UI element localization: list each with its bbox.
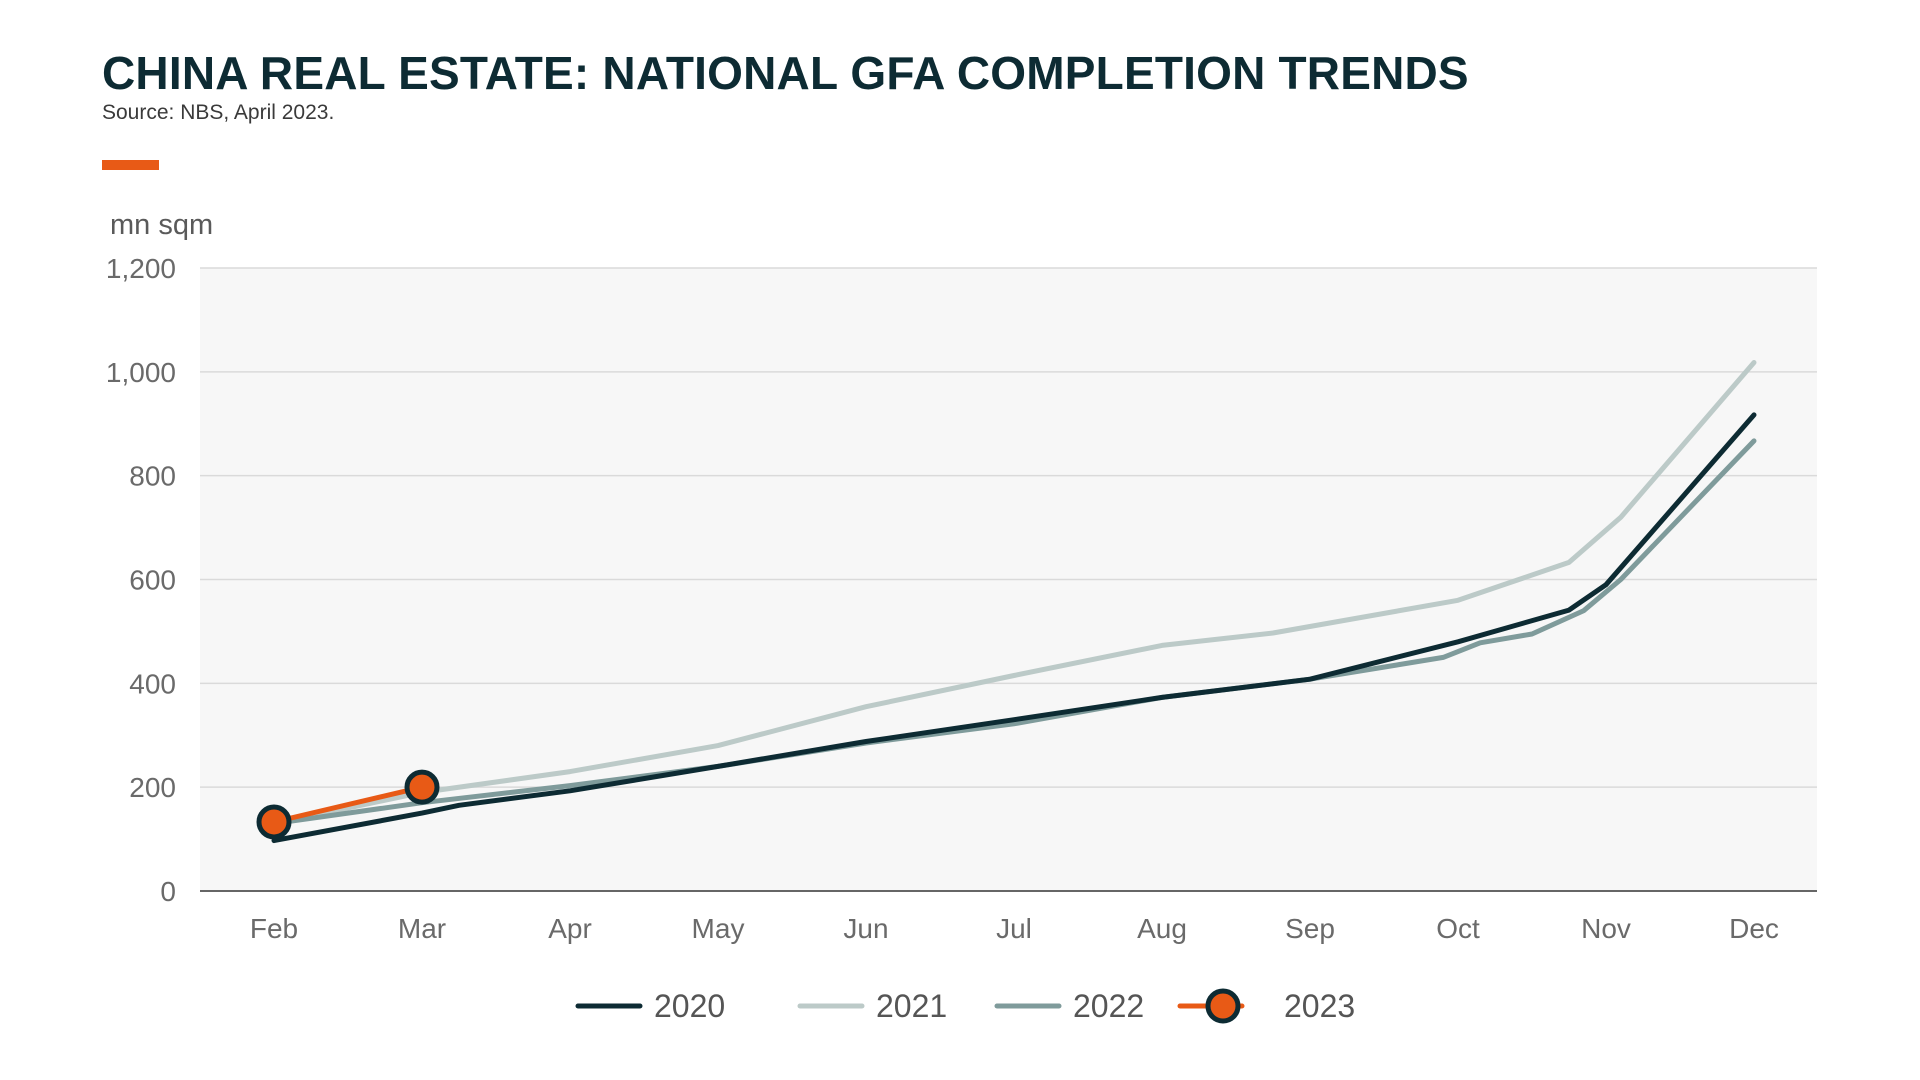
x-tick-label: Jul: [996, 913, 1032, 944]
x-tick-label: Apr: [548, 913, 592, 944]
y-tick-label: 400: [129, 668, 176, 699]
x-tick-label: Jun: [843, 913, 888, 944]
x-tick-label: Aug: [1137, 913, 1187, 944]
legend-label-2022: 2022: [1073, 988, 1144, 1024]
y-tick-label: 200: [129, 772, 176, 803]
x-tick-label: Sep: [1285, 913, 1335, 944]
series-line-2020: [271, 412, 1757, 844]
y-axis-unit-label: mn sqm: [110, 209, 213, 241]
y-tick-label: 1,000: [106, 357, 176, 388]
legend: 2020 2021 2022 2023: [575, 988, 1355, 1024]
series-line-2021: [271, 360, 1757, 826]
x-tick-label: Nov: [1581, 913, 1631, 944]
legend-marker-2023: [1205, 988, 1241, 1024]
legend-label-2021: 2021: [876, 988, 947, 1024]
x-tick-label: Oct: [1436, 913, 1480, 944]
x-tick-label: May: [692, 913, 745, 944]
data-point-2023: [404, 769, 440, 805]
legend-label-2020: 2020: [654, 988, 725, 1024]
x-tick-label: Dec: [1729, 913, 1779, 944]
y-axis-ticks: 0 200 400 600 800 1,000 1,200: [106, 253, 176, 907]
y-tick-label: 0: [160, 876, 176, 907]
legend-label-2023: 2023: [1284, 988, 1355, 1024]
gridlines: [200, 267, 1817, 788]
y-tick-label: 1,200: [106, 253, 176, 284]
x-axis-ticks: Feb Mar Apr May Jun Jul Aug Sep Oct Nov Dec: [250, 913, 1779, 944]
x-tick-label: Mar: [398, 913, 446, 944]
data-point-2023: [256, 804, 292, 840]
series-line-2023: [271, 784, 425, 825]
series-markers: [256, 769, 440, 840]
chart-source: Source: NBS, April 2023.: [102, 101, 335, 124]
title-accent-bar: [102, 160, 159, 170]
series-lines: [271, 360, 1757, 844]
chart-title: CHINA REAL ESTATE: NATIONAL GFA COMPLETI…: [102, 47, 1469, 99]
y-tick-label: 800: [129, 461, 176, 492]
x-tick-label: Feb: [250, 913, 298, 944]
y-tick-label: 600: [129, 565, 176, 596]
